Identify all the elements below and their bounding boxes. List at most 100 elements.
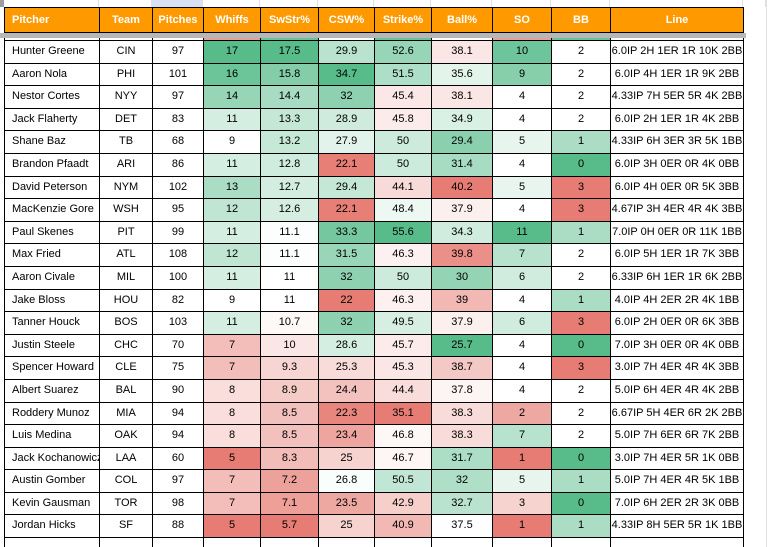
cell-pitches[interactable]: 88 xyxy=(153,515,204,539)
cell-team[interactable]: NYM xyxy=(100,176,153,200)
cell-line[interactable]: 6.0IP 4H 0ER 0R 5K 3BB xyxy=(611,176,744,200)
cell-swstr[interactable]: 13.2 xyxy=(261,131,319,154)
column-header-pitcher[interactable]: Pitcher xyxy=(5,7,100,33)
cell-line[interactable]: 6.0IP 3H 0ER 0R 4K 0BB xyxy=(611,153,744,177)
cell-csw[interactable]: 22.1 xyxy=(319,199,375,222)
column-header-strike[interactable]: Strike% xyxy=(375,7,432,33)
cell-whiffs[interactable]: 11 xyxy=(204,153,261,177)
empty-row-cell[interactable] xyxy=(5,538,100,547)
cell-pitcher[interactable]: Aaron Nola xyxy=(5,63,100,87)
cell-strike[interactable]: 55.6 xyxy=(375,221,432,245)
cell-csw[interactable]: 28.9 xyxy=(319,108,375,132)
cell-ball[interactable]: 32.7 xyxy=(432,492,493,516)
cell-ball[interactable]: 31.4 xyxy=(432,153,493,177)
cell-line[interactable]: 4.33IP 8H 5ER 5R 1K 1BB xyxy=(611,515,744,539)
cell-so[interactable]: 4 xyxy=(493,199,552,222)
cell-strike[interactable]: 46.3 xyxy=(375,244,432,267)
cell-whiffs[interactable]: 11 xyxy=(204,108,261,132)
cell-swstr[interactable]: 8.5 xyxy=(261,402,319,426)
empty-row-cell[interactable] xyxy=(493,538,552,547)
cell-whiffs[interactable]: 12 xyxy=(204,199,261,222)
cell-pitches[interactable]: 98 xyxy=(153,492,204,516)
cell-pitcher[interactable]: Max Fried xyxy=(5,244,100,267)
cell-team[interactable]: TB xyxy=(100,131,153,154)
cell-pitches[interactable]: 82 xyxy=(153,289,204,313)
cell-csw[interactable]: 32 xyxy=(319,312,375,335)
cell-so[interactable]: 3 xyxy=(493,492,552,516)
cell-pitcher[interactable]: Hunter Greene xyxy=(5,41,100,64)
cell-strike[interactable]: 48.4 xyxy=(375,199,432,222)
cell-bb[interactable]: 2 xyxy=(552,86,611,109)
cell-whiffs[interactable]: 5 xyxy=(204,515,261,539)
cell-line[interactable]: 5.0IP 7H 6ER 6R 7K 2BB xyxy=(611,425,744,448)
cell-ball[interactable]: 37.8 xyxy=(432,379,493,403)
cell-line[interactable]: 6.0IP 2H 0ER 0R 6K 3BB xyxy=(611,312,744,335)
cell-whiffs[interactable]: 17 xyxy=(204,41,261,64)
cell-so[interactable]: 9 xyxy=(493,63,552,87)
cell-pitcher[interactable]: Jack Kochanowicz xyxy=(5,447,100,471)
cell-team[interactable]: SF xyxy=(100,515,153,539)
cell-so[interactable]: 2 xyxy=(493,402,552,426)
cell-bb[interactable]: 2 xyxy=(552,425,611,448)
cell-pitcher[interactable]: Shane Baz xyxy=(5,131,100,154)
empty-row-cell[interactable] xyxy=(261,538,319,547)
cell-pitches[interactable]: 70 xyxy=(153,334,204,358)
cell-line[interactable]: 4.33IP 7H 5ER 5R 4K 2BB xyxy=(611,86,744,109)
cell-line[interactable]: 6.0IP 5H 1ER 1R 7K 3BB xyxy=(611,244,744,267)
cell-line[interactable]: 6.0IP 2H 1ER 1R 4K 2BB xyxy=(611,108,744,132)
cell-csw[interactable]: 27.9 xyxy=(319,131,375,154)
cell-bb[interactable]: 2 xyxy=(552,41,611,64)
cell-swstr[interactable]: 8.3 xyxy=(261,447,319,471)
cell-ball[interactable]: 37.5 xyxy=(432,515,493,539)
empty-row-cell[interactable] xyxy=(375,538,432,547)
cell-ball[interactable]: 38.7 xyxy=(432,357,493,380)
cell-line[interactable]: 7.0IP 3H 0ER 0R 4K 0BB xyxy=(611,334,744,358)
cell-bb[interactable]: 2 xyxy=(552,402,611,426)
cell-csw[interactable]: 32 xyxy=(319,86,375,109)
cell-line[interactable]: 5.0IP 6H 4ER 4R 4K 2BB xyxy=(611,379,744,403)
cell-whiffs[interactable]: 7 xyxy=(204,492,261,516)
cell-so[interactable]: 4 xyxy=(493,334,552,358)
cell-strike[interactable]: 52.6 xyxy=(375,41,432,64)
cell-swstr[interactable]: 11.1 xyxy=(261,244,319,267)
cell-line[interactable]: 6.0IP 2H 1ER 1R 10K 2BB xyxy=(611,41,744,64)
cell-strike[interactable]: 44.4 xyxy=(375,379,432,403)
cell-pitcher[interactable]: Spencer Howard xyxy=(5,357,100,380)
cell-csw[interactable]: 25 xyxy=(319,515,375,539)
cell-csw[interactable]: 33.3 xyxy=(319,221,375,245)
cell-team[interactable]: WSH xyxy=(100,199,153,222)
cell-csw[interactable]: 24.4 xyxy=(319,379,375,403)
cell-pitches[interactable]: 97 xyxy=(153,470,204,493)
cell-whiffs[interactable]: 8 xyxy=(204,402,261,426)
cell-pitches[interactable]: 94 xyxy=(153,402,204,426)
cell-strike[interactable]: 51.5 xyxy=(375,63,432,87)
cell-strike[interactable]: 45.7 xyxy=(375,334,432,358)
cell-so[interactable]: 4 xyxy=(493,289,552,313)
cell-pitches[interactable]: 103 xyxy=(153,312,204,335)
cell-pitches[interactable]: 101 xyxy=(153,63,204,87)
cell-team[interactable]: DET xyxy=(100,108,153,132)
cell-ball[interactable]: 38.1 xyxy=(432,86,493,109)
cell-swstr[interactable]: 11 xyxy=(261,266,319,290)
cell-bb[interactable]: 3 xyxy=(552,312,611,335)
cell-pitcher[interactable]: Nestor Cortes xyxy=(5,86,100,109)
cell-whiffs[interactable]: 9 xyxy=(204,131,261,154)
cell-pitcher[interactable]: David Peterson xyxy=(5,176,100,200)
cell-pitches[interactable]: 83 xyxy=(153,108,204,132)
cell-pitcher[interactable]: Paul Skenes xyxy=(5,221,100,245)
cell-so[interactable]: 10 xyxy=(493,41,552,64)
cell-so[interactable]: 5 xyxy=(493,470,552,493)
cell-bb[interactable]: 0 xyxy=(552,492,611,516)
cell-whiffs[interactable]: 9 xyxy=(204,289,261,313)
cell-ball[interactable]: 31.7 xyxy=(432,447,493,471)
cell-bb[interactable]: 0 xyxy=(552,334,611,358)
cell-ball[interactable]: 40.2 xyxy=(432,176,493,200)
cell-swstr[interactable]: 13.3 xyxy=(261,108,319,132)
cell-team[interactable]: CIN xyxy=(100,41,153,64)
cell-bb[interactable]: 3 xyxy=(552,176,611,200)
cell-line[interactable]: 3.0IP 7H 4ER 5R 1K 0BB xyxy=(611,447,744,471)
cell-bb[interactable]: 2 xyxy=(552,108,611,132)
cell-line[interactable]: 4.33IP 6H 3ER 3R 5K 1BB xyxy=(611,131,744,154)
cell-csw[interactable]: 22 xyxy=(319,289,375,313)
cell-pitcher[interactable]: Luis Medina xyxy=(5,425,100,448)
